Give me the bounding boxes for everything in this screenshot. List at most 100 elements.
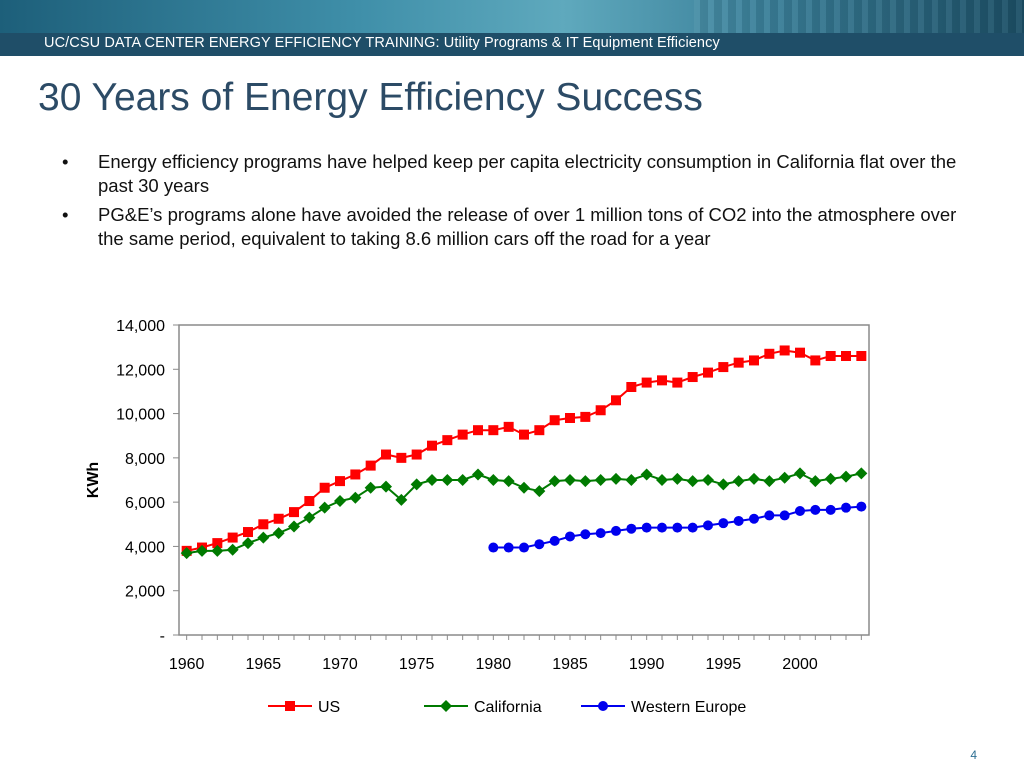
banner-title-prefix: UC/CSU DATA CENTER ENERGY EFFICIENCY TRA… [44, 35, 440, 51]
x-tick-label: 2000 [782, 656, 818, 673]
data-point-california [625, 474, 638, 486]
data-point-us [672, 377, 683, 388]
data-point-us [565, 413, 575, 423]
data-point-california [656, 474, 668, 486]
data-point-western-europe [595, 528, 606, 539]
data-point-us [810, 355, 821, 366]
data-point-california [380, 480, 392, 493]
banner-title: UC/CSU DATA CENTER ENERGY EFFICIENCY TRA… [44, 35, 720, 51]
data-point-western-europe [503, 542, 514, 553]
data-point-california [502, 475, 515, 488]
slide-title: 30 Years of Energy Efficiency Success [38, 76, 703, 119]
data-point-california [410, 478, 423, 491]
data-point-california [303, 511, 316, 524]
data-point-california [472, 468, 484, 481]
y-tick-label: 12,000 [116, 362, 165, 379]
data-point-california [196, 544, 208, 557]
data-point-us [258, 519, 269, 530]
data-point-california [533, 485, 546, 498]
data-point-us [335, 476, 345, 487]
data-point-california [778, 471, 791, 484]
data-point-california [257, 531, 270, 544]
data-point-california [548, 475, 561, 488]
data-point-us [304, 496, 315, 507]
data-point-us [350, 469, 361, 480]
data-point-california [717, 478, 730, 491]
data-point-western-europe [672, 522, 683, 533]
data-point-california [334, 495, 346, 508]
x-tick-label: 1985 [552, 656, 588, 673]
banner-title-suffix: Utility Programs & IT Equipment Efficien… [439, 35, 720, 51]
data-point-us [825, 351, 836, 361]
data-point-california [288, 520, 300, 533]
data-point-us [703, 367, 713, 378]
data-point-us [687, 372, 698, 383]
data-point-california [855, 467, 868, 480]
data-point-us [611, 395, 621, 406]
data-point-california [487, 474, 500, 486]
data-point-western-europe [825, 504, 836, 515]
data-point-california [564, 474, 576, 486]
data-point-us [580, 411, 591, 422]
data-point-california [763, 475, 776, 488]
bullet-item-1: Energy efficiency programs have helped k… [62, 150, 962, 198]
data-point-us [856, 351, 867, 361]
data-point-western-europe [611, 525, 621, 536]
legend-marker-california [440, 700, 452, 712]
data-point-western-europe [856, 501, 867, 512]
data-point-california [809, 475, 822, 488]
data-point-california [242, 537, 254, 550]
data-point-us [289, 507, 299, 518]
data-point-california [702, 474, 714, 486]
x-tick-label: 1975 [399, 656, 435, 673]
data-point-us [657, 375, 667, 386]
data-point-western-europe [718, 518, 729, 529]
data-point-california [794, 467, 806, 480]
data-point-us [519, 429, 529, 440]
data-point-california [671, 472, 684, 485]
data-point-western-europe [565, 531, 575, 542]
data-point-us [365, 460, 376, 471]
data-point-western-europe [810, 504, 821, 515]
data-point-us [427, 440, 437, 451]
bullet-list: Energy efficiency programs have helped k… [62, 150, 962, 256]
data-point-california [579, 475, 592, 488]
data-point-us [595, 405, 606, 416]
data-point-western-europe [749, 513, 759, 524]
data-point-california [824, 472, 837, 485]
data-point-us [534, 425, 545, 436]
data-point-california [349, 491, 362, 504]
y-tick-label: 10,000 [116, 407, 165, 424]
x-tick-label: 1960 [169, 656, 205, 673]
data-point-us [718, 362, 729, 373]
data-point-california [180, 547, 193, 560]
data-point-western-europe [641, 522, 652, 533]
data-point-western-europe [703, 520, 713, 531]
data-point-us [779, 345, 790, 356]
data-point-california [318, 501, 331, 514]
y-tick-label: 4,000 [125, 539, 165, 556]
data-point-us [764, 348, 775, 359]
data-point-western-europe [733, 515, 744, 526]
y-tick-label: 8,000 [125, 451, 165, 468]
data-point-us [396, 452, 407, 463]
data-point-california [211, 544, 224, 557]
data-point-western-europe [519, 542, 529, 553]
data-point-us [243, 527, 253, 538]
y-tick-label: 6,000 [125, 495, 165, 512]
data-point-us [473, 425, 483, 436]
data-point-us [381, 449, 391, 460]
data-point-california [456, 474, 469, 486]
data-point-california [226, 543, 239, 556]
x-tick-label: 1990 [629, 656, 665, 673]
data-point-us [488, 425, 499, 436]
page-number: 4 [970, 748, 977, 762]
legend-marker-us [285, 701, 295, 711]
legend-marker-western-europe [598, 701, 608, 711]
data-point-us [457, 429, 468, 440]
data-point-california [594, 474, 607, 486]
data-point-california [748, 472, 760, 485]
data-point-us [503, 421, 514, 432]
data-point-western-europe [580, 529, 591, 540]
data-point-california [395, 493, 408, 506]
